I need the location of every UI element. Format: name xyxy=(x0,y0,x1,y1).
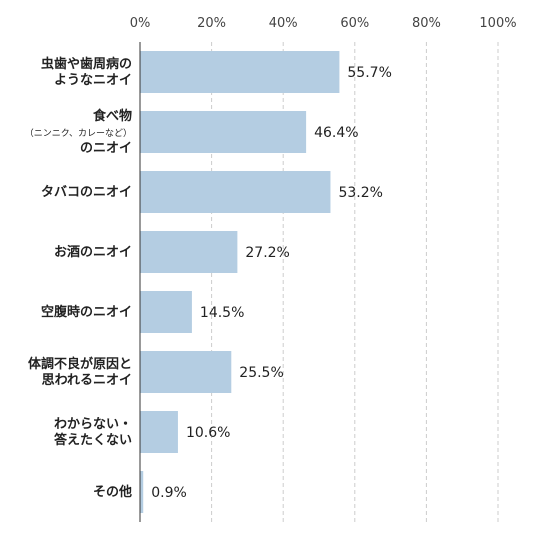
x-tick-label: 40% xyxy=(269,16,298,31)
category-label: 虫歯や歯周病のようなニオイ xyxy=(41,56,132,88)
data-label: 55.7% xyxy=(347,65,391,81)
x-tick-label: 100% xyxy=(479,16,516,31)
category-label-line: （ニンニク、カレーなど） xyxy=(25,128,132,139)
x-tick-label: 20% xyxy=(197,16,226,31)
data-label: 25.5% xyxy=(239,365,283,381)
value-labels: 55.7% 46.4% 53.2% 27.2% 14.5% 25.5% 10.6% 0.9% xyxy=(151,65,392,501)
bar xyxy=(140,111,307,153)
bar xyxy=(140,291,192,333)
bar xyxy=(140,471,144,513)
category-label: お酒のニオイ xyxy=(54,245,132,260)
category-label: タバコのニオイ xyxy=(41,185,132,200)
category-label: その他 xyxy=(93,484,132,500)
bar xyxy=(140,171,331,213)
bar xyxy=(140,231,238,273)
bars xyxy=(140,51,340,513)
category-label-line: 思われるニオイ xyxy=(42,373,132,388)
category-label: わからない・答えたくない xyxy=(54,417,132,448)
category-label: 体調不良が原因と思われるニオイ xyxy=(28,356,132,388)
bar xyxy=(140,51,340,93)
category-label: 空腹時のニオイ xyxy=(41,304,132,320)
x-axis-ticks: 0% 20% 40% 60% 80% 100% xyxy=(130,16,517,31)
category-label: 食べ物 （ニンニク、カレーなど） のニオイ xyxy=(25,108,132,156)
category-label-line: お酒のニオイ xyxy=(54,245,132,260)
category-label-line: 空腹時のニオイ xyxy=(41,304,132,320)
x-tick-label: 60% xyxy=(340,16,369,31)
category-label-line: タバコのニオイ xyxy=(41,185,132,200)
data-label: 0.9% xyxy=(151,485,187,501)
bar xyxy=(140,351,232,393)
data-label: 14.5% xyxy=(200,305,244,321)
data-label: 27.2% xyxy=(245,245,289,261)
category-label-line: のニオイ xyxy=(80,141,132,156)
bar xyxy=(140,411,178,453)
x-tick-label: 0% xyxy=(130,16,151,31)
category-label-line: 答えたくない xyxy=(54,432,132,448)
category-label-line: 食べ物 xyxy=(93,108,132,124)
category-label-line: 虫歯や歯周病の xyxy=(41,56,132,72)
category-label-line: その他 xyxy=(93,484,132,500)
data-label: 10.6% xyxy=(186,425,230,441)
data-label: 53.2% xyxy=(338,185,382,201)
x-tick-label: 80% xyxy=(412,16,441,31)
data-label: 46.4% xyxy=(314,125,358,141)
category-label-line: わからない・ xyxy=(54,417,132,432)
category-label-line: ようなニオイ xyxy=(54,73,132,88)
category-label-line: 体調不良が原因と xyxy=(28,356,132,372)
